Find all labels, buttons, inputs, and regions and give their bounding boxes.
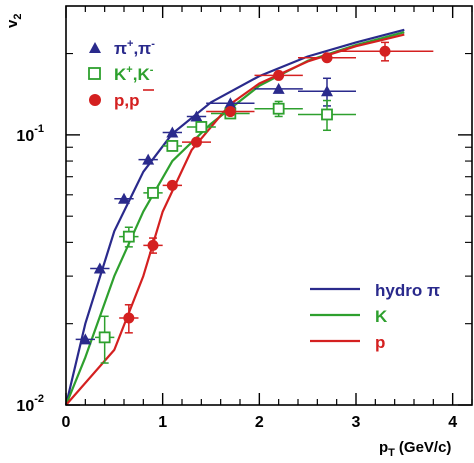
legend-circle-marker [89,94,101,106]
curve-line-0 [64,28,405,406]
open-square-marker [147,186,159,199]
x-tick-label: 3 [352,414,361,431]
plot-frame [65,5,473,406]
ticks-group: 0 1 2 3 4 10-2 10-1 [16,6,473,431]
y-axis-title: v2 [4,14,24,28]
legend-triangle-marker [89,42,101,53]
y-axis-title-sub: 2 [12,14,24,20]
x-tick-label: 4 [448,414,457,431]
legend-entry-pions: π+,π- [114,38,155,58]
data-legend: π+,π- K+,K- p,p [88,38,155,110]
legend-square-marker [88,67,101,80]
triangle-marker [321,85,333,97]
y-axis-title-main: v [4,19,21,28]
circle-marker [321,52,333,64]
curves-group [64,28,405,406]
legend-k-label: K [375,307,388,326]
open-square-marker [122,230,135,243]
open-square-marker [321,108,333,121]
triangle-marker [118,192,130,204]
triangle-marker [190,110,203,122]
x-tick-label: 1 [158,414,167,431]
legend-p-label: p [375,333,385,352]
triangle-marker [79,333,92,345]
y-tick-label: 10-1 [16,123,44,145]
x-axis-title-unit: (GeV/c) [399,439,452,456]
legend-entry-protons: p,p [114,91,140,110]
legend-entry-kaons: K+,K- [114,64,154,84]
legend-hydro-pi-label: hydro π [375,281,440,300]
curve-legend: hydro π K p [310,281,440,352]
circle-marker [191,136,202,148]
circle-marker [379,45,391,57]
triangle-marker [272,82,285,94]
open-square-marker [272,102,285,115]
triangle-marker [93,262,106,274]
x-axis-title-main: p [379,439,388,456]
circle-marker [224,106,236,118]
open-square-marker [195,121,208,133]
x-axis-title-sub: T [388,447,395,459]
triangle-marker [224,97,237,109]
circle-marker [123,312,135,324]
triangle-marker [166,126,179,138]
y-tick-label: 10-2 [16,393,44,415]
x-tick-label: 0 [62,414,71,431]
circle-marker [273,69,285,81]
x-axis-title: pT (GeV/c) [379,439,451,459]
data-points-group [75,41,434,364]
open-square-marker [98,331,111,344]
open-square-marker [166,140,179,152]
x-tick-label: 2 [255,414,264,431]
circle-marker [147,239,159,251]
circle-marker [166,179,178,191]
triangle-marker [142,153,155,165]
